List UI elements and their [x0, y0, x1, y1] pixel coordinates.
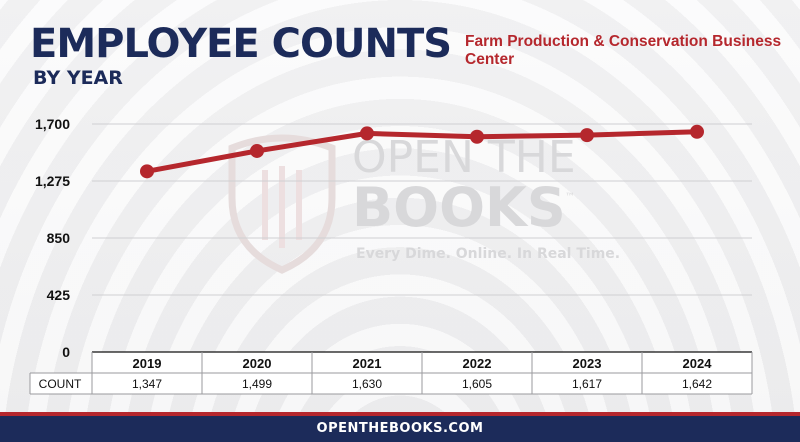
data-label: 1,630 — [352, 377, 382, 391]
y-tick-label: 1,700 — [35, 116, 70, 132]
y-tick-label: 1,275 — [35, 173, 70, 189]
data-label: 1,642 — [682, 377, 712, 391]
watermark-line1: OPEN THE — [352, 132, 576, 183]
watermark-line2: BOOKS — [352, 176, 566, 239]
shield-stripe — [296, 170, 302, 240]
watermark-tagline: Every Dime. Online. In Real Time. — [356, 246, 620, 262]
x-tick-label: 2020 — [243, 356, 272, 371]
series-line-path — [144, 129, 700, 174]
x-tick-label: 2024 — [683, 356, 713, 371]
y-tick-label: 0 — [62, 344, 70, 360]
data-point — [250, 143, 264, 158]
agency-name: Farm Production & Conservation Business … — [465, 33, 782, 68]
data-point — [690, 124, 704, 139]
series-line — [140, 124, 704, 179]
table-row-bg — [30, 373, 752, 394]
employee-count-chart: OPEN THE BOOKS ™ Every Dime. Online. In … — [29, 116, 753, 395]
data-point — [360, 126, 374, 141]
data-label: 1,499 — [242, 377, 272, 391]
shield-logo-icon — [228, 134, 336, 274]
table-row-label: COUNT — [39, 377, 82, 391]
x-tick-label: 2022 — [463, 356, 492, 371]
chart-title: EMPLOYEE COUNTS — [30, 21, 452, 67]
data-label: 1,617 — [572, 377, 602, 391]
x-tick-label: 2023 — [573, 356, 602, 371]
data-point — [580, 128, 594, 143]
data-point — [470, 129, 484, 144]
footer-url: OPENTHEBOOKS.COM — [0, 416, 800, 442]
data-label: 1,347 — [132, 377, 162, 391]
x-tick-label: 2021 — [353, 356, 382, 371]
footer-stripe — [0, 412, 800, 416]
gridlines — [92, 123, 752, 296]
data-point — [140, 164, 154, 179]
y-axis-ticks: 0 425 850 1,275 1,700 — [35, 116, 70, 360]
data-label: 1,605 — [462, 377, 492, 391]
data-table: COUNT 2019 1,347 2020 1,499 2021 1,630 2022 1,60… — [29, 351, 753, 395]
background — [0, 0, 800, 412]
x-tick-label: 2019 — [133, 356, 162, 371]
chart-subtitle: BY YEAR — [33, 67, 123, 89]
shield-stripe — [262, 170, 268, 240]
y-tick-label: 850 — [47, 230, 71, 246]
watermark-trademark: ™ — [565, 192, 575, 203]
shield-stripe — [279, 166, 285, 248]
y-tick-label: 425 — [47, 287, 71, 303]
watermark: OPEN THE BOOKS ™ Every Dime. Online. In … — [228, 132, 620, 274]
